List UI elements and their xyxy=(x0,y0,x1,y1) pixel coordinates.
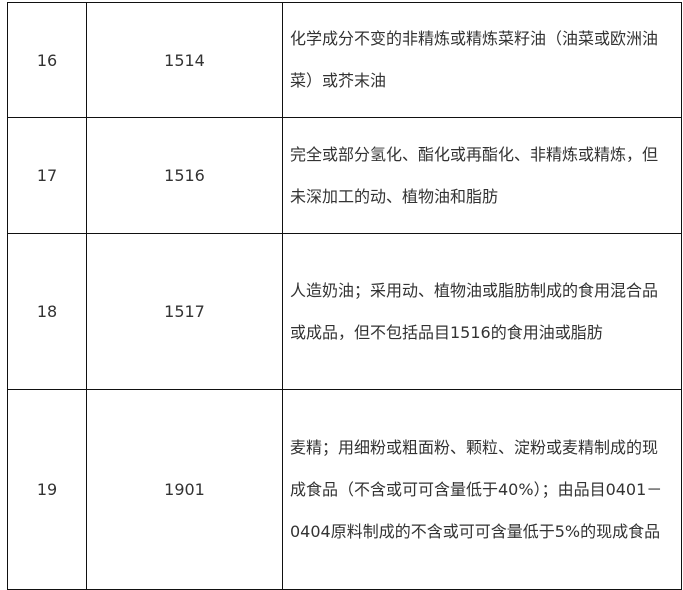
row-index: 19 xyxy=(7,389,87,590)
row-index: 18 xyxy=(7,233,87,390)
description: 完全或部分氢化、酯化或再酯化、非精炼或精炼，但未深加工的动、植物油和脂肪 xyxy=(282,117,682,234)
table-row: 19 1901 麦精；用细粉或粗面粉、颗粒、淀粉或麦精制成的现成食品（不含或可可… xyxy=(7,389,682,590)
row-index: 17 xyxy=(7,117,87,234)
table-row: 17 1516 完全或部分氢化、酯化或再酯化、非精炼或精炼，但未深加工的动、植物… xyxy=(7,117,682,234)
description: 化学成分不变的非精炼或精炼菜籽油（油菜或欧洲油菜）或芥末油 xyxy=(282,2,682,118)
hs-code: 1516 xyxy=(86,117,283,234)
description: 人造奶油；采用动、植物油或脂肪制成的食用混合品或成品，但不包括品目1516的食用… xyxy=(282,233,682,390)
description: 麦精；用细粉或粗面粉、颗粒、淀粉或麦精制成的现成食品（不含或可可含量低于40%）… xyxy=(282,389,682,590)
hs-code: 1514 xyxy=(86,2,283,118)
product-table: 16 1514 化学成分不变的非精炼或精炼菜籽油（油菜或欧洲油菜）或芥末油 17… xyxy=(7,2,682,590)
table-row: 18 1517 人造奶油；采用动、植物油或脂肪制成的食用混合品或成品，但不包括品… xyxy=(7,233,682,390)
hs-code: 1901 xyxy=(86,389,283,590)
hs-code: 1517 xyxy=(86,233,283,390)
table-row: 16 1514 化学成分不变的非精炼或精炼菜籽油（油菜或欧洲油菜）或芥末油 xyxy=(7,2,682,118)
row-index: 16 xyxy=(7,2,87,118)
